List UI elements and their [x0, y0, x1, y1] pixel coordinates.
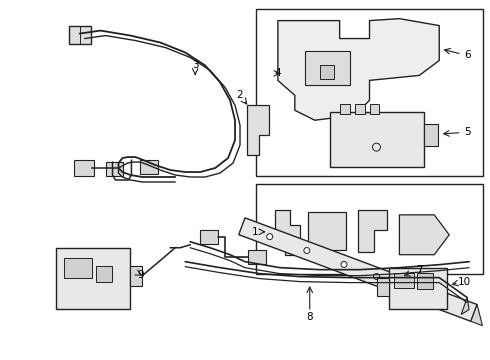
Text: 3: 3 [192, 60, 198, 71]
Text: 2: 2 [237, 90, 244, 100]
Bar [417, 273, 433, 289]
Bar [340, 104, 349, 114]
Text: 5: 5 [464, 127, 470, 137]
Circle shape [267, 234, 273, 240]
Text: 6: 6 [464, 50, 470, 60]
Bar [56, 248, 130, 310]
Bar [69, 26, 91, 44]
Circle shape [373, 274, 379, 279]
Text: 1: 1 [252, 227, 258, 237]
Polygon shape [358, 210, 388, 252]
Circle shape [341, 261, 347, 267]
Bar [64, 258, 92, 278]
Bar [200, 230, 218, 244]
Bar [369, 104, 379, 114]
Text: 8: 8 [306, 312, 313, 323]
Polygon shape [239, 218, 477, 321]
Polygon shape [247, 105, 269, 155]
Bar [308, 212, 345, 250]
Polygon shape [278, 19, 439, 120]
Bar [390, 268, 447, 310]
Text: 9: 9 [137, 270, 144, 280]
Bar [256, 184, 483, 274]
Bar [424, 124, 438, 146]
Bar [74, 160, 94, 176]
Circle shape [406, 286, 412, 292]
Polygon shape [461, 298, 469, 315]
Bar [256, 9, 483, 176]
Text: 4: 4 [274, 68, 281, 78]
Bar [105, 162, 123, 176]
Bar [377, 278, 390, 296]
Bar [330, 112, 424, 167]
Circle shape [439, 298, 444, 304]
Bar [96, 266, 112, 282]
Bar [305, 50, 349, 85]
Text: 7: 7 [416, 265, 423, 275]
Bar [319, 66, 334, 80]
Text: 10: 10 [458, 276, 471, 287]
Bar [141, 160, 158, 174]
Circle shape [304, 248, 310, 253]
Polygon shape [399, 215, 449, 255]
Bar [130, 266, 143, 285]
Bar [394, 273, 415, 288]
Polygon shape [471, 305, 483, 326]
Bar [248, 250, 266, 264]
Bar [355, 104, 365, 114]
Polygon shape [275, 210, 300, 255]
